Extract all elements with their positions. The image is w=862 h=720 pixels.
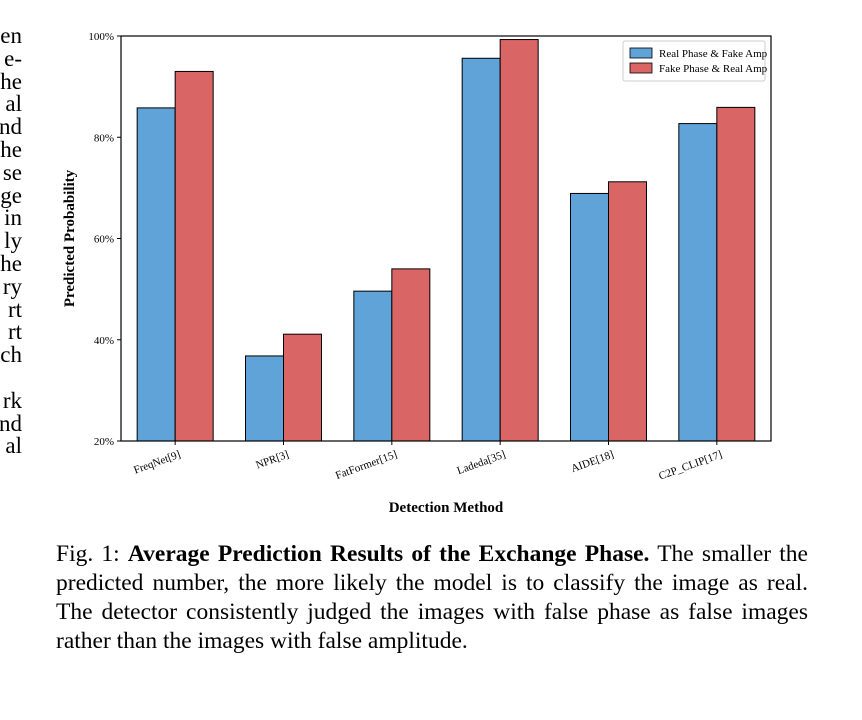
y-axis-label: Predicted Probability (62, 169, 78, 307)
bar-freqnet-9-real-phase-fake-amp (136, 107, 176, 442)
bar-freqnet-9-fake-phase-real-amp (174, 70, 214, 442)
left-column-fragment: ge (0, 182, 22, 208)
figure-caption: Fig. 1: Average Prediction Results of th… (56, 540, 808, 656)
bar-ladeda-35-fake-phase-real-amp (499, 39, 539, 442)
x-tick-label: Ladeda[35] (455, 449, 507, 478)
x-tick-label: C2P_CLIP[17] (657, 449, 724, 483)
x-tick-label: AIDE[18] (570, 449, 616, 476)
caption-label: Fig. 1: (56, 541, 120, 567)
figure: FreqNet[9] NPR[3] FatFormer[15] Ladeda[35] A… (56, 14, 816, 524)
x-tick-label: FreqNet[9] (132, 449, 182, 477)
left-column-fragment: he (0, 137, 22, 162)
bar-c2p-clip-17-fake-phase-real-amp (716, 106, 756, 442)
left-column-fragment: in (4, 205, 22, 231)
bar-chart: FreqNet[9] NPR[3] FatFormer[15] Ladeda[35] A… (62, 31, 772, 516)
bar-fatformer-15-fake-phase-real-amp (391, 268, 431, 442)
left-column-fragment: ch (0, 342, 22, 368)
y-tick-label: 20% (94, 436, 114, 448)
bar-npr-3-fake-phase-real-amp (283, 333, 322, 442)
caption-title: Average Prediction Results of the Exchan… (127, 541, 650, 567)
y-tick-label: 80% (94, 132, 114, 144)
left-column-fragment: nd (0, 410, 22, 436)
plot-frame (120, 35, 772, 442)
left-column-fragment: he (0, 251, 22, 276)
bar-ladeda-35-real-phase-fake-amp (461, 57, 501, 442)
legend-swatch-fake-phase-real-amp (629, 62, 653, 74)
legend-box (622, 40, 766, 82)
x-tick-label: NPR[3] (254, 449, 290, 472)
y-tick-label: 40% (94, 335, 114, 347)
caption-body: The smaller the predicted number, the mo… (56, 541, 808, 654)
bar-aide-18-real-phase-fake-amp (570, 192, 609, 442)
left-column-fragment: al (5, 433, 22, 459)
left-column-fragment: rt (7, 319, 22, 345)
left-column-fragment: ry (2, 273, 22, 299)
x-axis-label: Detection Method (389, 500, 504, 516)
legend: Real Phase & Fake Amp Fake Phase & Real … (622, 40, 768, 82)
legend-swatch-real-phase-fake-amp (629, 47, 653, 59)
bar-fatformer-15-real-phase-fake-amp (353, 290, 393, 442)
left-column-fragment: rk (2, 387, 22, 413)
bar-c2p-clip-17-real-phase-fake-amp (678, 123, 718, 442)
left-column-fragment: e- (4, 45, 22, 71)
bar-aide-18-fake-phase-real-amp (608, 181, 647, 442)
left-column-fragment: rt (7, 296, 22, 322)
y-tick-label: 60% (94, 234, 114, 246)
legend-label-real-phase-fake-amp: Real Phase & Fake Amp (659, 48, 768, 60)
left-column-fragment: nd (0, 114, 22, 140)
x-tick-label: FatFormer[15] (334, 449, 399, 482)
bar-npr-3-real-phase-fake-amp (245, 355, 284, 442)
left-column-fragment: ly (4, 228, 22, 254)
left-column-fragment: he (0, 68, 22, 94)
legend-label-fake-phase-real-amp: Fake Phase & Real Amp (659, 63, 768, 75)
left-column-fragment: se (2, 159, 22, 185)
left-column-fragment: en (0, 23, 22, 48)
left-column-fragment: al (5, 91, 22, 117)
y-tick-label: 100% (88, 31, 114, 43)
